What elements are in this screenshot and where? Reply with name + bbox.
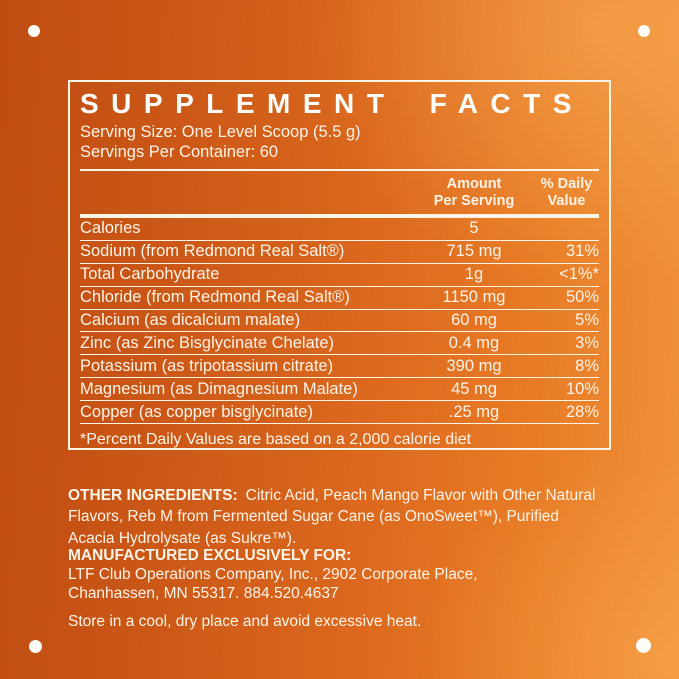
registration-dot-bottom-right bbox=[636, 638, 651, 653]
manufactured-label: MANUFACTURED EXCLUSIVELY FOR: bbox=[68, 547, 352, 564]
table-row: Total Carbohydrate 1g <1%* bbox=[80, 264, 599, 287]
table-header-row: Amount Per Serving % Daily Value bbox=[80, 171, 599, 218]
nutrient-daily-value: 3% bbox=[575, 333, 599, 352]
nutrient-name: Total Carbohydrate bbox=[80, 265, 220, 284]
header-dv-line2: Value bbox=[547, 192, 586, 209]
storage-instructions: Store in a cool, dry place and avoid exc… bbox=[68, 613, 422, 630]
nutrient-name: Sodium (from Redmond Real Salt®) bbox=[80, 242, 345, 261]
nutrient-name: Copper (as copper bisglycinate) bbox=[80, 402, 313, 421]
manufactured-block: MANUFACTURED EXCLUSIVELY FOR: LTF Club O… bbox=[68, 546, 602, 603]
table-row: Sodium (from Redmond Real Salt®) 715 mg … bbox=[80, 241, 599, 264]
registration-dot-top-right bbox=[638, 25, 650, 37]
nutrient-amount: 5 bbox=[469, 219, 479, 238]
manufactured-address-line2: Chanhassen, MN 55317. 884.520.4637 bbox=[68, 585, 339, 602]
table-row: Chloride (from Redmond Real Salt®) 1150 … bbox=[80, 287, 599, 310]
header-amount-line1: Amount bbox=[446, 176, 502, 192]
servings-per-container: Servings Per Container: 60 bbox=[80, 142, 279, 161]
nutrient-name: Potassium (as tripotassium citrate) bbox=[80, 356, 334, 375]
nutrient-daily-value: 28% bbox=[565, 402, 599, 421]
nutrient-amount: 715 mg bbox=[446, 242, 502, 261]
table-row: Calories 5 bbox=[80, 218, 599, 241]
nutrient-amount: 45 mg bbox=[451, 379, 497, 398]
table-row: Calcium (as dicalcium malate) 60 mg 5% bbox=[80, 310, 599, 333]
table-row: Zinc (as Zinc Bisglycinate Chelate) 0.4 … bbox=[80, 332, 599, 356]
nutrient-daily-value: 8% bbox=[575, 356, 599, 375]
manufactured-address-line1: LTF Club Operations Company, Inc., 2902 … bbox=[68, 566, 478, 583]
table-row: Copper (as copper bisglycinate) .25 mg 2… bbox=[80, 401, 599, 425]
nutrient-daily-value: 10% bbox=[565, 379, 599, 398]
other-ingredients-paragraph: OTHER INGREDIENTS: Citric Acid, Peach Man… bbox=[68, 485, 602, 550]
nutrient-amount: 0.4 mg bbox=[448, 333, 500, 352]
nutrient-daily-value: 50% bbox=[565, 288, 599, 307]
other-ingredients-text: Citric Acid, Peach Mango Flavor with Oth… bbox=[68, 486, 596, 547]
nutrient-amount: 60 mg bbox=[451, 311, 497, 329]
nutrient-amount: .25 mg bbox=[448, 402, 500, 421]
nutrient-table: Calories 5 Sodium (from Redmond Real Sal… bbox=[80, 218, 599, 425]
nutrient-daily-value: 5% bbox=[575, 311, 599, 329]
panel-title: SUPPLEMENT FACTS bbox=[80, 88, 584, 119]
nutrient-name: Calories bbox=[80, 219, 141, 238]
nutrient-amount: 390 mg bbox=[446, 356, 502, 375]
serving-size: Serving Size: One Level Scoop (5.5 g) bbox=[80, 123, 361, 141]
table-row: Potassium (as tripotassium citrate) 390 … bbox=[80, 355, 599, 379]
nutrient-name: Zinc (as Zinc Bisglycinate Chelate) bbox=[80, 333, 335, 352]
nutrient-amount: 1g bbox=[464, 265, 484, 284]
header-amount-per-serving: Amount Per Serving bbox=[414, 176, 534, 209]
header-dv-line1: % Daily bbox=[540, 176, 593, 192]
nutrient-amount: 1150 mg bbox=[442, 288, 506, 307]
header-amount-line2: Per Serving bbox=[433, 192, 515, 209]
supplement-facts-panel: SUPPLEMENT FACTS Serving Size: One Level… bbox=[68, 80, 611, 450]
nutrient-name: Calcium (as dicalcium malate) bbox=[80, 311, 301, 329]
nutrient-name: Chloride (from Redmond Real Salt®) bbox=[80, 288, 350, 307]
table-row: Magnesium (as Dimagnesium Malate) 45 mg … bbox=[80, 378, 599, 402]
nutrient-daily-value: 31% bbox=[565, 242, 599, 261]
nutrient-name: Magnesium (as Dimagnesium Malate) bbox=[80, 379, 358, 398]
header-daily-value: % Daily Value bbox=[534, 176, 599, 209]
registration-dot-top-left bbox=[28, 25, 40, 37]
other-ingredients-label: OTHER INGREDIENTS: bbox=[68, 486, 238, 504]
divider-rule bbox=[80, 169, 599, 171]
daily-value-footnote: *Percent Daily Values are based on a 2,0… bbox=[80, 431, 472, 449]
registration-dot-bottom-left bbox=[29, 640, 42, 653]
nutrient-daily-value: <1%* bbox=[559, 265, 599, 284]
